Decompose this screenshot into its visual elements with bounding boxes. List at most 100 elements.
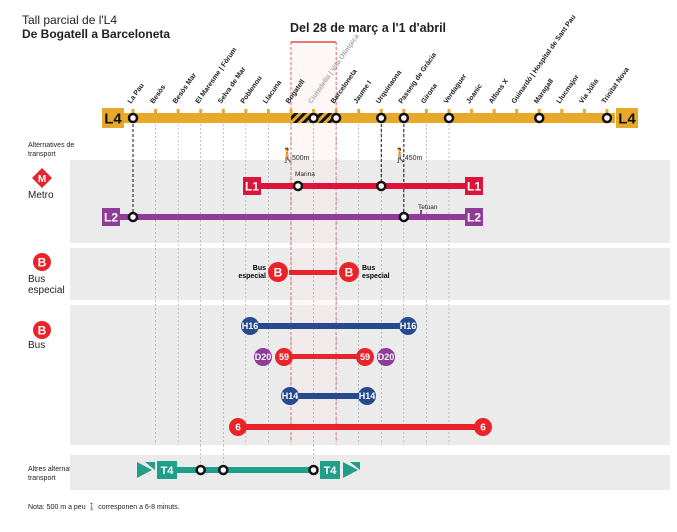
- station-tick: [582, 109, 586, 113]
- l1-line: [260, 183, 465, 189]
- d20-start-circle: [254, 348, 272, 366]
- station-name: Trinitat Nova: [601, 66, 631, 105]
- bus-especial-label: Bus especial: [28, 274, 65, 296]
- l4-end-label: L4: [618, 110, 636, 127]
- bus-6-end-circle: [474, 418, 492, 436]
- station-interchange: [601, 112, 613, 124]
- h14-start-label: H14: [282, 391, 299, 401]
- station-tick: [379, 109, 383, 113]
- station-name: Jaume I: [353, 80, 374, 105]
- bus-especial-side-1: Bus: [253, 265, 266, 272]
- la-pau-l2: [127, 211, 139, 223]
- 59-end-label: 59: [360, 352, 370, 362]
- passeig-de-gracia-l2: [398, 211, 410, 223]
- bus-icon-circle: [33, 321, 51, 339]
- h16-line: [255, 323, 400, 329]
- station-tick: [289, 109, 293, 113]
- station-tick: [334, 109, 338, 113]
- bus-especial-end-label: B: [345, 265, 354, 279]
- station-tick: [492, 109, 496, 113]
- metro-icon: [32, 168, 52, 188]
- metro-label: Metro: [28, 190, 54, 201]
- d20-end-circle: [377, 348, 395, 366]
- h14-end-label: H14: [359, 391, 376, 401]
- tram-maresme: [195, 464, 206, 476]
- band-1: [70, 248, 670, 300]
- 59-line: [290, 354, 360, 359]
- l2-end-label: L2: [467, 210, 481, 224]
- t4-start-badge: [157, 461, 177, 479]
- d20-start-label: D20: [255, 352, 272, 362]
- bus-especial-start-circle: [268, 262, 288, 282]
- tram-ciutadella: [308, 464, 319, 476]
- station-name: El Maresme | Fòrum: [195, 47, 239, 106]
- 59-end-circle: [356, 348, 374, 366]
- band-0: [70, 160, 670, 243]
- l4-line: [118, 113, 615, 123]
- d20-end-label: D20: [378, 352, 395, 362]
- station-interchange: [534, 112, 545, 124]
- station-tick: [266, 109, 270, 113]
- station-tick: [154, 109, 158, 113]
- station-name: Maragall: [533, 78, 555, 105]
- bus-6-end-label: 6: [480, 423, 486, 434]
- bus-especial-icon-label: B: [38, 255, 47, 269]
- t4-end-label: T4: [324, 465, 338, 477]
- bus-6-start-label: 6: [235, 423, 241, 434]
- station-tick: [244, 109, 248, 113]
- station-interchange: [127, 112, 139, 124]
- 59-start-circle: [275, 348, 293, 366]
- note-tail: corresponen a 6-8 minuts.: [98, 504, 180, 511]
- station-tick: [402, 109, 406, 113]
- h16-start-label: H16: [242, 321, 259, 331]
- station-interchange: [443, 112, 455, 124]
- l4-start-badge: [102, 108, 124, 128]
- walk-distance: 450m: [405, 155, 423, 162]
- metro-icon-letter: M: [38, 174, 46, 185]
- l1-start-badge: [243, 177, 261, 195]
- tetuan-label: Tetuan: [418, 204, 438, 211]
- station-tick: [515, 109, 519, 113]
- station-name: Poblenou: [240, 75, 264, 105]
- station-tick: [357, 109, 361, 113]
- bus-especial-side-3: Bus: [362, 265, 375, 272]
- tetuan-tick: [420, 210, 422, 214]
- station-interchange: [376, 112, 387, 124]
- station-name: Joanic: [465, 83, 484, 105]
- 59-start-label: 59: [279, 352, 289, 362]
- l2-line: [120, 214, 465, 220]
- l2-start-badge: [102, 208, 120, 226]
- walk-icon: 🚶: [279, 147, 296, 164]
- alternatives-label: Alternatives de transport: [28, 142, 75, 158]
- bus-6-line: [245, 424, 480, 430]
- station-name: Verdaguer: [443, 73, 469, 105]
- station-tick: [470, 109, 474, 113]
- station-name: Llucmajor: [556, 74, 581, 106]
- bus-especial-line: [289, 270, 337, 275]
- title-line1: Tall parcial de l'L4: [22, 13, 118, 27]
- t4-end-badge: [320, 461, 340, 479]
- l2-end-badge: [465, 208, 483, 226]
- station-tick: [199, 109, 203, 113]
- note-text: Nota: 500 m a peu: [28, 504, 86, 511]
- station-interchange: [308, 112, 319, 124]
- h16-end-circle: [399, 317, 417, 335]
- marina-station: [292, 180, 304, 192]
- t4-start-label: T4: [161, 465, 175, 477]
- tram-icon-start: [137, 462, 155, 478]
- l2-start-label: L2: [104, 210, 118, 224]
- station-name: Passeig de Gràcia: [398, 52, 438, 106]
- title-line2: De Bogatell a Barceloneta: [22, 27, 171, 41]
- bus-icon-label: B: [38, 323, 47, 337]
- l1-start-label: L1: [245, 179, 259, 193]
- l4-start-label: L4: [104, 110, 122, 127]
- bus-especial-end-circle: [339, 262, 359, 282]
- station-name: Via Júlia: [578, 78, 600, 105]
- station-name: Girona: [420, 83, 439, 106]
- bus-especial-side-4: especial: [362, 273, 390, 280]
- bus-especial-start-label: B: [274, 265, 283, 279]
- tram-icon-end: [343, 462, 360, 478]
- walk-icon: 🚶: [87, 504, 97, 511]
